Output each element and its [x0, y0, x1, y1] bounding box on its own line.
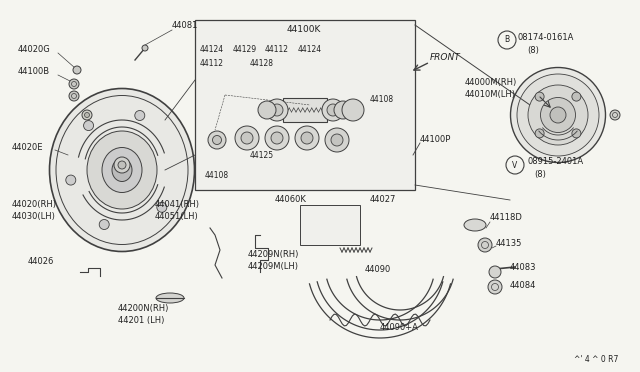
Text: (8): (8): [534, 170, 546, 180]
Text: 44118D: 44118D: [490, 214, 523, 222]
Text: 44081: 44081: [172, 20, 198, 29]
Text: ^' 4 ^ 0 R7: ^' 4 ^ 0 R7: [573, 356, 618, 365]
Circle shape: [84, 112, 90, 118]
Circle shape: [535, 129, 544, 138]
Text: 44090: 44090: [365, 266, 391, 275]
Circle shape: [265, 126, 289, 150]
Bar: [283, 98, 327, 122]
Ellipse shape: [102, 148, 142, 192]
Ellipse shape: [464, 219, 486, 231]
Circle shape: [295, 126, 319, 150]
Text: 44108: 44108: [370, 96, 394, 105]
Circle shape: [118, 161, 126, 169]
Circle shape: [69, 79, 79, 89]
Text: 44027: 44027: [370, 196, 396, 205]
Text: 44100B: 44100B: [18, 67, 50, 77]
Text: 44083: 44083: [510, 263, 536, 273]
Text: 08915-2401A: 08915-2401A: [527, 157, 583, 167]
Circle shape: [478, 238, 492, 252]
Text: 44129: 44129: [233, 45, 257, 55]
Circle shape: [258, 101, 276, 119]
Circle shape: [142, 45, 148, 51]
Ellipse shape: [550, 107, 566, 123]
Text: 44125: 44125: [250, 151, 274, 160]
Text: 44010M(LH): 44010M(LH): [465, 90, 516, 99]
Ellipse shape: [541, 97, 575, 132]
Text: 44108: 44108: [205, 170, 229, 180]
Circle shape: [572, 92, 581, 101]
Text: B: B: [504, 35, 509, 45]
Ellipse shape: [49, 89, 195, 251]
Circle shape: [235, 126, 259, 150]
Text: 08174-0161A: 08174-0161A: [518, 33, 574, 42]
Circle shape: [135, 110, 145, 121]
Text: V: V: [513, 160, 518, 170]
Text: 44209M(LH): 44209M(LH): [248, 263, 299, 272]
Circle shape: [69, 91, 79, 101]
Circle shape: [325, 128, 349, 152]
Circle shape: [271, 104, 283, 116]
Circle shape: [610, 110, 620, 120]
Text: 44124: 44124: [200, 45, 224, 55]
Circle shape: [572, 129, 581, 138]
Text: 44060K: 44060K: [275, 196, 307, 205]
Text: 44020E: 44020E: [12, 144, 44, 153]
Circle shape: [334, 101, 352, 119]
Circle shape: [241, 132, 253, 144]
Circle shape: [488, 280, 502, 294]
Text: 44020(RH): 44020(RH): [12, 201, 57, 209]
Ellipse shape: [56, 96, 188, 244]
Ellipse shape: [112, 158, 132, 182]
Circle shape: [82, 110, 92, 120]
Text: 44041(RH): 44041(RH): [155, 201, 200, 209]
Text: 44100K: 44100K: [287, 26, 321, 35]
Text: 44100P: 44100P: [420, 135, 451, 144]
Ellipse shape: [87, 131, 157, 209]
Text: 44112: 44112: [200, 60, 224, 68]
Text: 44201 (LH): 44201 (LH): [118, 315, 164, 324]
Bar: [300, 205, 360, 245]
Text: 44135: 44135: [496, 238, 522, 247]
Circle shape: [114, 157, 130, 173]
Circle shape: [266, 99, 288, 121]
Text: 44051(LH): 44051(LH): [155, 212, 199, 221]
Text: 44124: 44124: [298, 45, 322, 55]
Text: 44128: 44128: [250, 60, 274, 68]
Circle shape: [84, 121, 93, 131]
Circle shape: [271, 132, 283, 144]
Text: 44030(LH): 44030(LH): [12, 212, 56, 221]
Ellipse shape: [528, 85, 588, 145]
Text: FRONT: FRONT: [430, 54, 461, 62]
Text: 44026: 44026: [28, 257, 54, 266]
Text: 44084: 44084: [510, 280, 536, 289]
Bar: [195, 20, 415, 190]
Text: (8): (8): [527, 45, 539, 55]
Ellipse shape: [511, 67, 605, 163]
Circle shape: [66, 175, 76, 185]
Text: 44112: 44112: [265, 45, 289, 55]
Circle shape: [331, 134, 343, 146]
Text: 44200N(RH): 44200N(RH): [118, 304, 170, 312]
Circle shape: [73, 66, 81, 74]
Circle shape: [212, 135, 221, 144]
Text: 44090+A: 44090+A: [380, 324, 419, 333]
Ellipse shape: [517, 74, 599, 156]
Circle shape: [322, 99, 344, 121]
Circle shape: [99, 219, 109, 230]
Circle shape: [535, 92, 544, 101]
Circle shape: [489, 266, 501, 278]
Circle shape: [301, 132, 313, 144]
Circle shape: [157, 202, 167, 212]
Text: 44020G: 44020G: [18, 45, 51, 55]
Text: 44209N(RH): 44209N(RH): [248, 250, 300, 260]
Text: 44000M(RH): 44000M(RH): [465, 77, 517, 87]
Ellipse shape: [156, 293, 184, 303]
Circle shape: [342, 99, 364, 121]
Circle shape: [208, 131, 226, 149]
Circle shape: [327, 104, 339, 116]
